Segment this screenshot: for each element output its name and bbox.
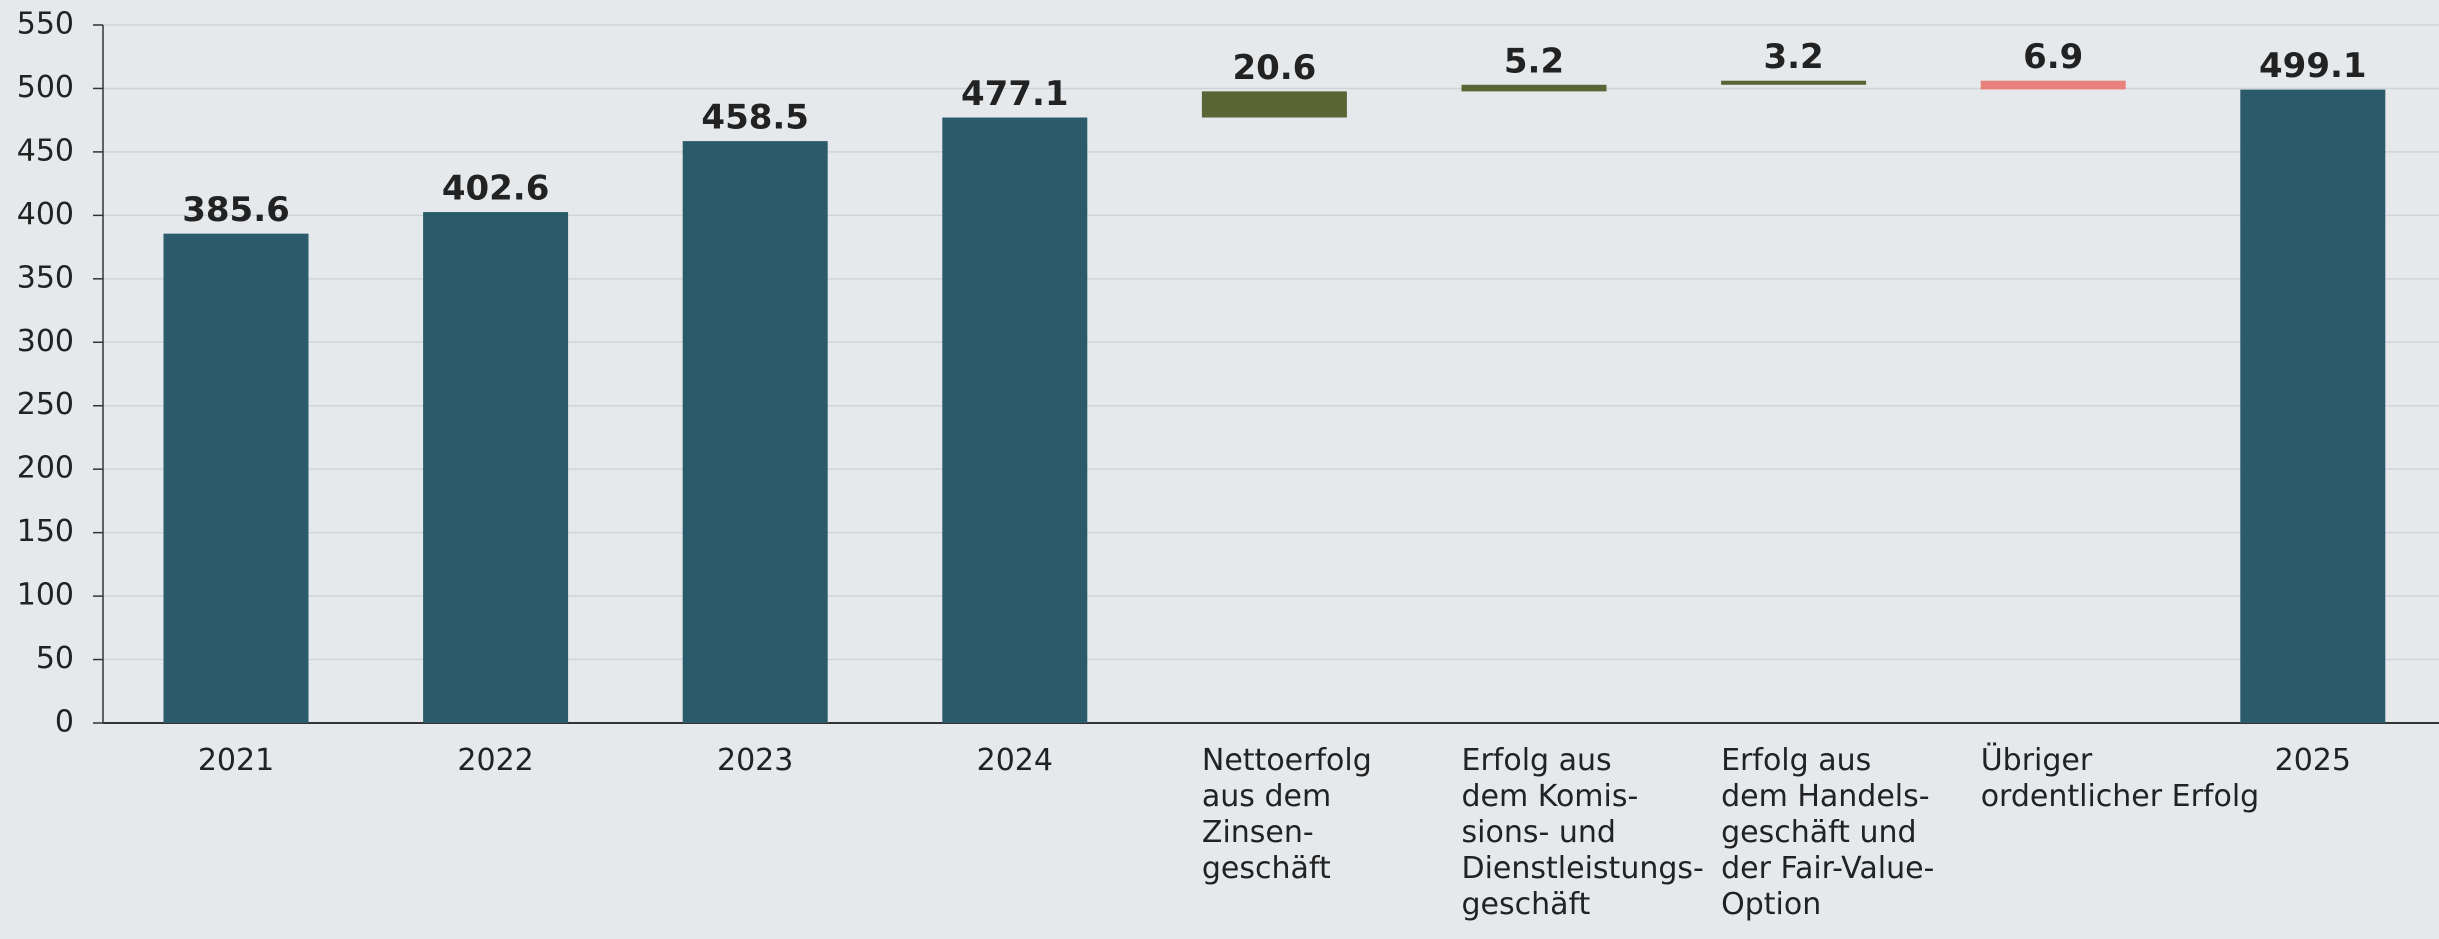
x-tick-label: Übriger ordentlicher Erfolg xyxy=(1980,743,2260,814)
x-tick-label: 2021 xyxy=(197,743,275,778)
y-tick-label: 350 xyxy=(17,260,74,295)
value-label: 3.2 xyxy=(1763,37,1823,77)
x-tick-label: 2023 xyxy=(717,743,794,778)
y-tick-label: 50 xyxy=(36,641,74,676)
value-label: 458.5 xyxy=(701,98,809,138)
y-tick-label: 550 xyxy=(17,7,74,42)
y-tick-label: 300 xyxy=(17,324,74,359)
bar xyxy=(1980,80,2126,90)
x-tick-label: Erfolg aus dem Komis- sions- und Dienstl… xyxy=(1461,743,1704,922)
bar xyxy=(163,233,309,723)
value-label: 6.9 xyxy=(2023,37,2083,77)
value-label: 20.6 xyxy=(1232,48,1316,88)
bar xyxy=(2240,89,2386,723)
x-tick-label: 2022 xyxy=(457,743,534,778)
y-tick-label: 100 xyxy=(17,578,74,613)
y-tick-label: 400 xyxy=(17,197,74,232)
value-label: 477.1 xyxy=(961,74,1069,114)
value-label: 402.6 xyxy=(442,169,550,209)
bar xyxy=(942,117,1088,723)
y-tick-label: 150 xyxy=(17,514,74,549)
x-tick-label: Nettoerfolg aus dem Zinsen- geschäft xyxy=(1201,743,1372,886)
y-tick-label: 0 xyxy=(55,705,74,740)
bar xyxy=(423,212,569,723)
bar xyxy=(682,141,828,723)
value-label: 499.1 xyxy=(2259,46,2367,86)
y-tick-label: 250 xyxy=(17,387,74,422)
bar xyxy=(1721,80,1867,85)
value-label: 5.2 xyxy=(1504,41,1564,81)
bar xyxy=(1201,91,1347,118)
value-label: 385.6 xyxy=(182,190,290,230)
x-tick-label: 2025 xyxy=(2274,743,2351,778)
x-tick-label: Erfolg aus dem Handels- geschäft und der… xyxy=(1721,743,1935,922)
x-tick-label: 2024 xyxy=(976,743,1053,778)
y-tick-label: 200 xyxy=(17,451,74,486)
y-tick-label: 450 xyxy=(17,133,74,168)
y-tick-label: 500 xyxy=(17,70,74,105)
bar xyxy=(1461,84,1607,92)
